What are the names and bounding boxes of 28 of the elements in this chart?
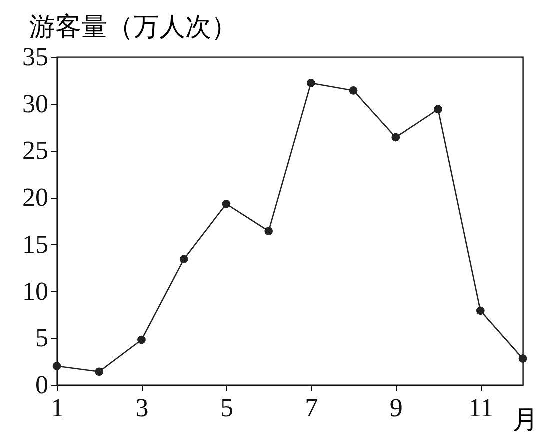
x-tick-label: 3 xyxy=(136,394,149,422)
y-tick-label: 0 xyxy=(36,370,48,400)
y-tick-label: 5 xyxy=(36,324,48,353)
x-tick-label: 11 xyxy=(468,394,494,422)
point xyxy=(392,133,400,142)
point xyxy=(222,200,231,208)
y-tick-label: 20 xyxy=(22,183,48,212)
y-tick-label: 25 xyxy=(22,136,48,166)
point xyxy=(518,354,528,363)
point xyxy=(180,255,188,264)
y-tick-label: 15 xyxy=(22,230,48,259)
point xyxy=(264,227,273,236)
x-tick-label: 9 xyxy=(390,394,403,422)
point xyxy=(476,306,485,316)
point xyxy=(434,105,442,114)
point xyxy=(307,79,316,88)
x-tick-label: 1 xyxy=(51,394,64,422)
point xyxy=(95,368,104,376)
point xyxy=(349,86,358,95)
x-tick-label: 7 xyxy=(305,394,318,422)
y-axis-title: 游客量（万人次） xyxy=(30,12,238,42)
point xyxy=(138,336,146,344)
y-tick-label: 30 xyxy=(22,89,48,118)
x-tick-label: 5 xyxy=(220,394,234,422)
y-tick-label: 10 xyxy=(22,276,48,306)
point xyxy=(52,362,62,370)
x-axis-title: 月 xyxy=(512,406,538,434)
y-tick-label: 35 xyxy=(22,42,48,72)
